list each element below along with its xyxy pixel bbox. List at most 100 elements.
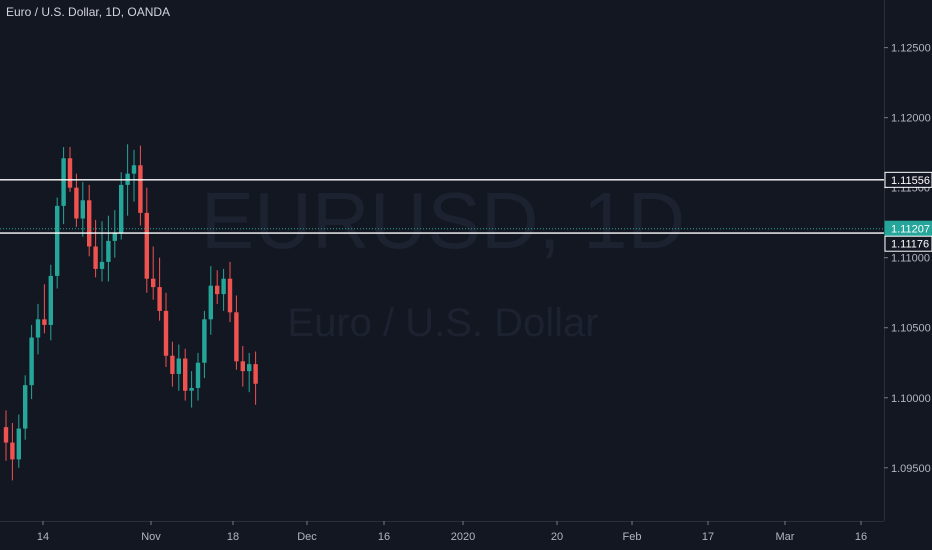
candle — [144, 187, 149, 293]
price-label-text: 1.11556 — [891, 175, 930, 187]
candle-body — [10, 442, 15, 460]
candle-body — [99, 261, 105, 269]
x-tick-label: Nov — [141, 531, 161, 543]
candle-body — [93, 246, 98, 269]
candle — [202, 310, 207, 379]
candle — [157, 257, 162, 321]
x-tick-label: 18 — [227, 531, 239, 543]
price-label-text: 1.11176 — [891, 239, 929, 251]
candle-body — [29, 337, 34, 386]
price-label-bg — [884, 235, 932, 252]
candle — [80, 182, 85, 237]
candle-body — [112, 232, 117, 241]
watermark-description: Euro / U.S. Dollar — [287, 301, 598, 345]
candle — [215, 270, 220, 304]
candle — [247, 352, 252, 393]
x-tick-label: 17 — [702, 531, 714, 543]
candle-body — [240, 361, 245, 372]
candle — [176, 344, 181, 391]
candle-body — [247, 364, 252, 372]
candle — [55, 197, 60, 289]
y-tick-label: 1.12500 — [891, 43, 931, 55]
x-tick-label: 2020 — [451, 531, 475, 543]
price-label-bg — [884, 171, 932, 188]
price-label: 1.11176 — [884, 235, 932, 252]
candle-body — [80, 200, 85, 219]
x-tick-label: 14 — [37, 531, 49, 543]
candle — [189, 371, 194, 408]
watermark-symbol: EURUSD, 1D — [201, 176, 686, 265]
candle-body — [74, 187, 79, 219]
candle — [87, 184, 92, 257]
chart-title: Euro / U.S. Dollar, 1D, OANDA — [6, 5, 171, 19]
candle-body — [61, 158, 66, 206]
y-tick-label: 1.12000 — [891, 113, 931, 125]
x-tick-label: 16 — [378, 531, 390, 543]
candle-body — [202, 319, 207, 363]
candle — [240, 345, 245, 387]
x-tick-label: 20 — [551, 531, 563, 543]
candle-body — [67, 158, 73, 188]
candle-body — [3, 427, 9, 443]
candle — [138, 145, 143, 226]
y-tick-label: 1.11000 — [891, 253, 930, 265]
candle-body — [144, 212, 149, 279]
candle-body — [221, 278, 226, 295]
x-tick-label: Mar — [776, 531, 795, 543]
candle-body — [42, 319, 47, 325]
candle-body — [227, 278, 233, 313]
candle — [163, 292, 169, 367]
candle — [221, 268, 226, 311]
candle-body — [138, 165, 143, 213]
candle — [16, 414, 21, 468]
candle-body — [48, 275, 53, 325]
price-labels: 1.11556 1.11207 1.11176 — [884, 171, 932, 252]
candle-body — [215, 285, 220, 295]
y-tick-label: 1.10500 — [891, 323, 931, 335]
candle — [42, 284, 47, 334]
candle-body — [151, 278, 156, 288]
candle — [131, 149, 137, 202]
candle-body — [157, 287, 162, 311]
candle — [74, 173, 79, 227]
symbol-watermark: EURUSD, 1D Euro / U.S. Dollar — [201, 176, 686, 345]
candle-body — [106, 240, 111, 262]
candle — [112, 210, 117, 258]
candle-body — [234, 312, 239, 362]
candle — [61, 147, 66, 225]
candle-body — [16, 428, 21, 460]
candle — [234, 295, 239, 370]
x-tick-label: 16 — [855, 531, 867, 543]
candle-body — [189, 387, 194, 391]
candle-body — [119, 184, 124, 233]
candle — [227, 261, 233, 323]
candle — [183, 348, 188, 401]
candle — [35, 303, 41, 355]
candle-body — [131, 165, 137, 174]
candles — [3, 144, 258, 481]
candle-body — [176, 358, 181, 374]
candle — [195, 352, 201, 401]
y-tick-label: 1.09500 — [891, 463, 931, 475]
price-axis[interactable]: 1.125001.120001.115001.110001.105001.100… — [884, 43, 931, 475]
x-tick-label: Feb — [623, 531, 642, 543]
candle — [10, 422, 15, 481]
candle-body — [23, 385, 28, 429]
candle — [99, 221, 105, 282]
candle-body — [35, 319, 41, 338]
x-tick-label: Dec — [297, 531, 317, 543]
candle — [3, 410, 9, 461]
candle — [48, 264, 53, 341]
price-label-text: 1.11207 — [891, 224, 930, 236]
candle-body — [87, 200, 92, 247]
time-axis[interactable]: 14 Nov 18 Dec 16 2020 20 Feb 17 Mar 16 — [37, 521, 867, 543]
price-label: 1.11556 — [884, 171, 932, 188]
candle-body — [195, 362, 201, 388]
candle — [170, 341, 175, 387]
candle — [93, 219, 98, 278]
horizontal-lines[interactable] — [0, 179, 884, 234]
price-label: 1.11207 — [884, 220, 932, 237]
candle — [119, 172, 124, 240]
